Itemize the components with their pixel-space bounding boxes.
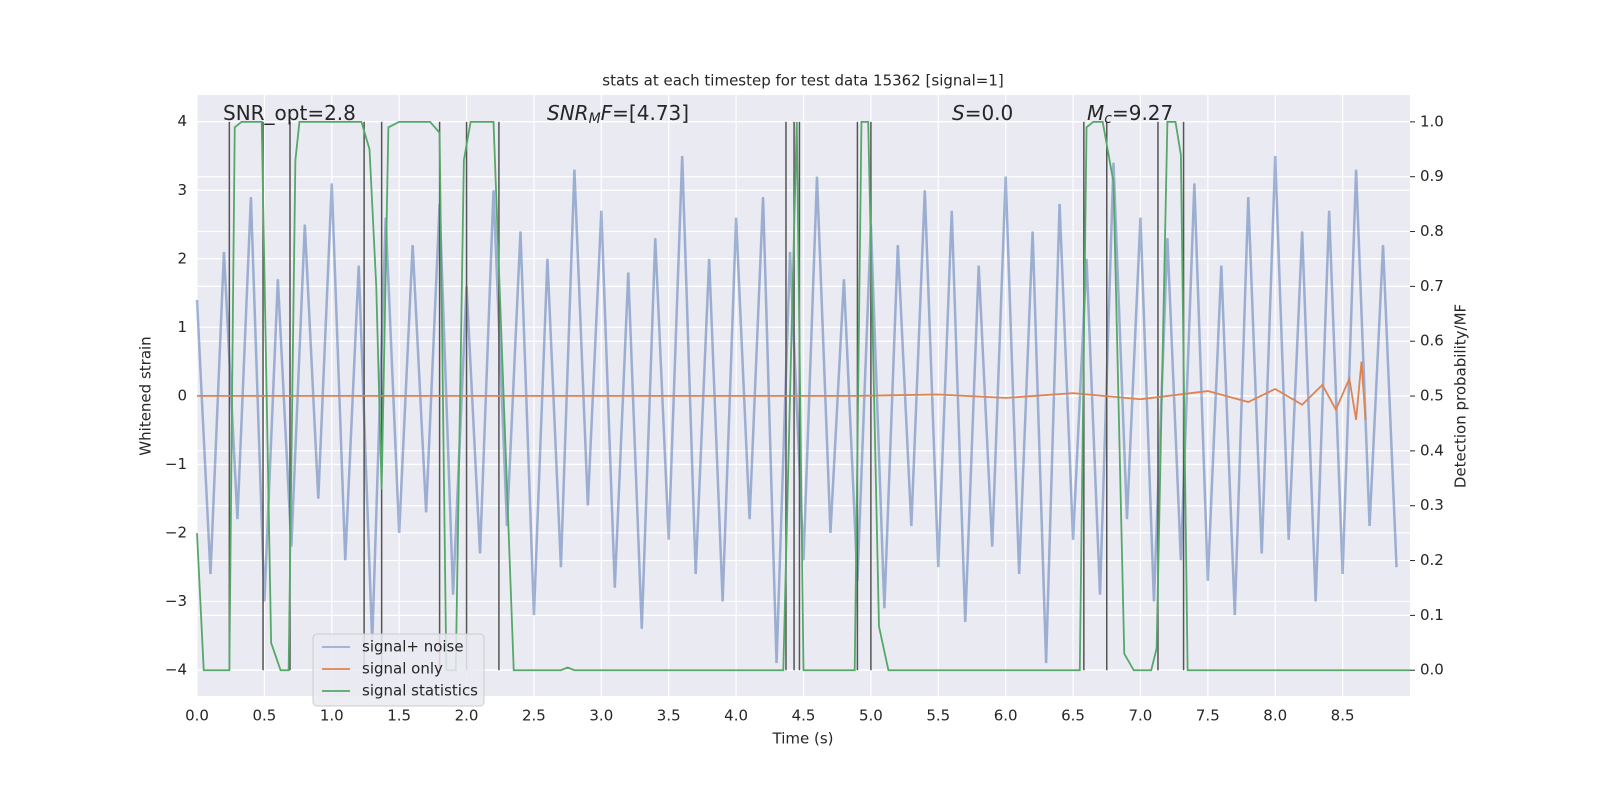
y2-tick-label: 0.3 xyxy=(1420,496,1444,514)
y2-tick-label: 0.1 xyxy=(1420,606,1444,624)
x-tick-label: 8.5 xyxy=(1331,707,1355,725)
annotation-part: =0.0 xyxy=(965,101,1014,125)
annotation-part: S xyxy=(952,101,965,125)
y-axis-label: Whitened strain xyxy=(137,336,155,455)
annotation-part: c xyxy=(1104,111,1112,127)
x-tick-label: 2.5 xyxy=(522,707,546,725)
x-tick-label: 3.0 xyxy=(589,707,613,725)
annotation-part: =[4.73] xyxy=(612,101,689,125)
chart-title: stats at each timestep for test data 153… xyxy=(602,72,1003,90)
annotation: S=0.0 xyxy=(952,101,1013,125)
y-tick-label: −2 xyxy=(165,523,187,541)
x-tick-label: 0.5 xyxy=(252,707,276,725)
x-axis-label: Time (s) xyxy=(772,730,834,748)
y-tick-label: 0 xyxy=(177,386,187,404)
x-tick-label: 8.0 xyxy=(1263,707,1287,725)
x-tick-label: 4.5 xyxy=(792,707,816,725)
legend-label: signal+ noise xyxy=(362,638,464,656)
legend-label: signal only xyxy=(362,660,443,678)
annotation-part: SNR xyxy=(547,101,589,125)
legend-label: signal statistics xyxy=(362,682,478,700)
y2-tick-label: 0.7 xyxy=(1420,277,1444,295)
y2-tick-label: 0.5 xyxy=(1420,387,1444,405)
x-tick-label: 7.5 xyxy=(1196,707,1220,725)
labels: 0.0 0.5 1.0 1.5 2.0 2.5 3.0 3.5 4.0 4.5 5.0 5.5 6.0 6… xyxy=(165,101,1444,725)
x-tick-label: 6.5 xyxy=(1061,707,1085,725)
y2-tick-label: 0.6 xyxy=(1420,332,1444,350)
x-tick-label: 1.0 xyxy=(320,707,344,725)
series-line xyxy=(197,361,1367,420)
y-tick-label: 3 xyxy=(177,181,187,199)
y2-tick-label: 0.8 xyxy=(1420,222,1444,240)
x-tick-label: 1.5 xyxy=(387,707,411,725)
annotation-part: M xyxy=(589,111,601,127)
y2-tick-label: 0.0 xyxy=(1420,661,1444,679)
x-tick-label: 7.0 xyxy=(1129,707,1153,725)
legend-box xyxy=(312,633,485,707)
y2-tick-label: 0.9 xyxy=(1420,167,1444,185)
y-tick-label: 2 xyxy=(177,249,187,267)
x-tick-label: 4.0 xyxy=(724,707,748,725)
y2-axis-label: Detection probability/MF xyxy=(1452,304,1470,488)
annotation-part: SNR_opt=2.8 xyxy=(223,101,356,125)
y-tick-label: −3 xyxy=(165,592,187,610)
series-line xyxy=(195,155,1398,664)
series-line xyxy=(196,120,1410,672)
annotation: Mc=9.27 xyxy=(1087,101,1173,128)
y-tick-label: 4 xyxy=(177,112,187,130)
y-tick-label: −1 xyxy=(165,455,187,473)
annotation: SNR_opt=2.8 xyxy=(223,101,356,125)
x-tick-label: 3.5 xyxy=(657,707,681,725)
annotation-part: M xyxy=(1087,101,1104,125)
marks xyxy=(195,120,1410,672)
legend: signal+ noise signal only signal statistic… xyxy=(312,633,485,707)
x-tick-label: 5.5 xyxy=(926,707,950,725)
x-tick-label: 6.0 xyxy=(994,707,1018,725)
y-tick-label: −4 xyxy=(165,660,187,678)
y2-tick-label: 0.2 xyxy=(1420,551,1444,569)
y2-tick-label: 0.4 xyxy=(1420,441,1444,459)
y2-tick-label: 1.0 xyxy=(1420,112,1444,130)
x-tick-label: 2.0 xyxy=(455,707,479,725)
y-tick-label: 1 xyxy=(177,318,187,336)
annotation: SNRMF=[4.73] xyxy=(547,101,689,128)
annotation-part: F xyxy=(601,101,613,125)
x-tick-label: 0.0 xyxy=(185,707,209,725)
x-tick-label: 5.0 xyxy=(859,707,883,725)
annotation-part: =9.27 xyxy=(1112,101,1173,125)
